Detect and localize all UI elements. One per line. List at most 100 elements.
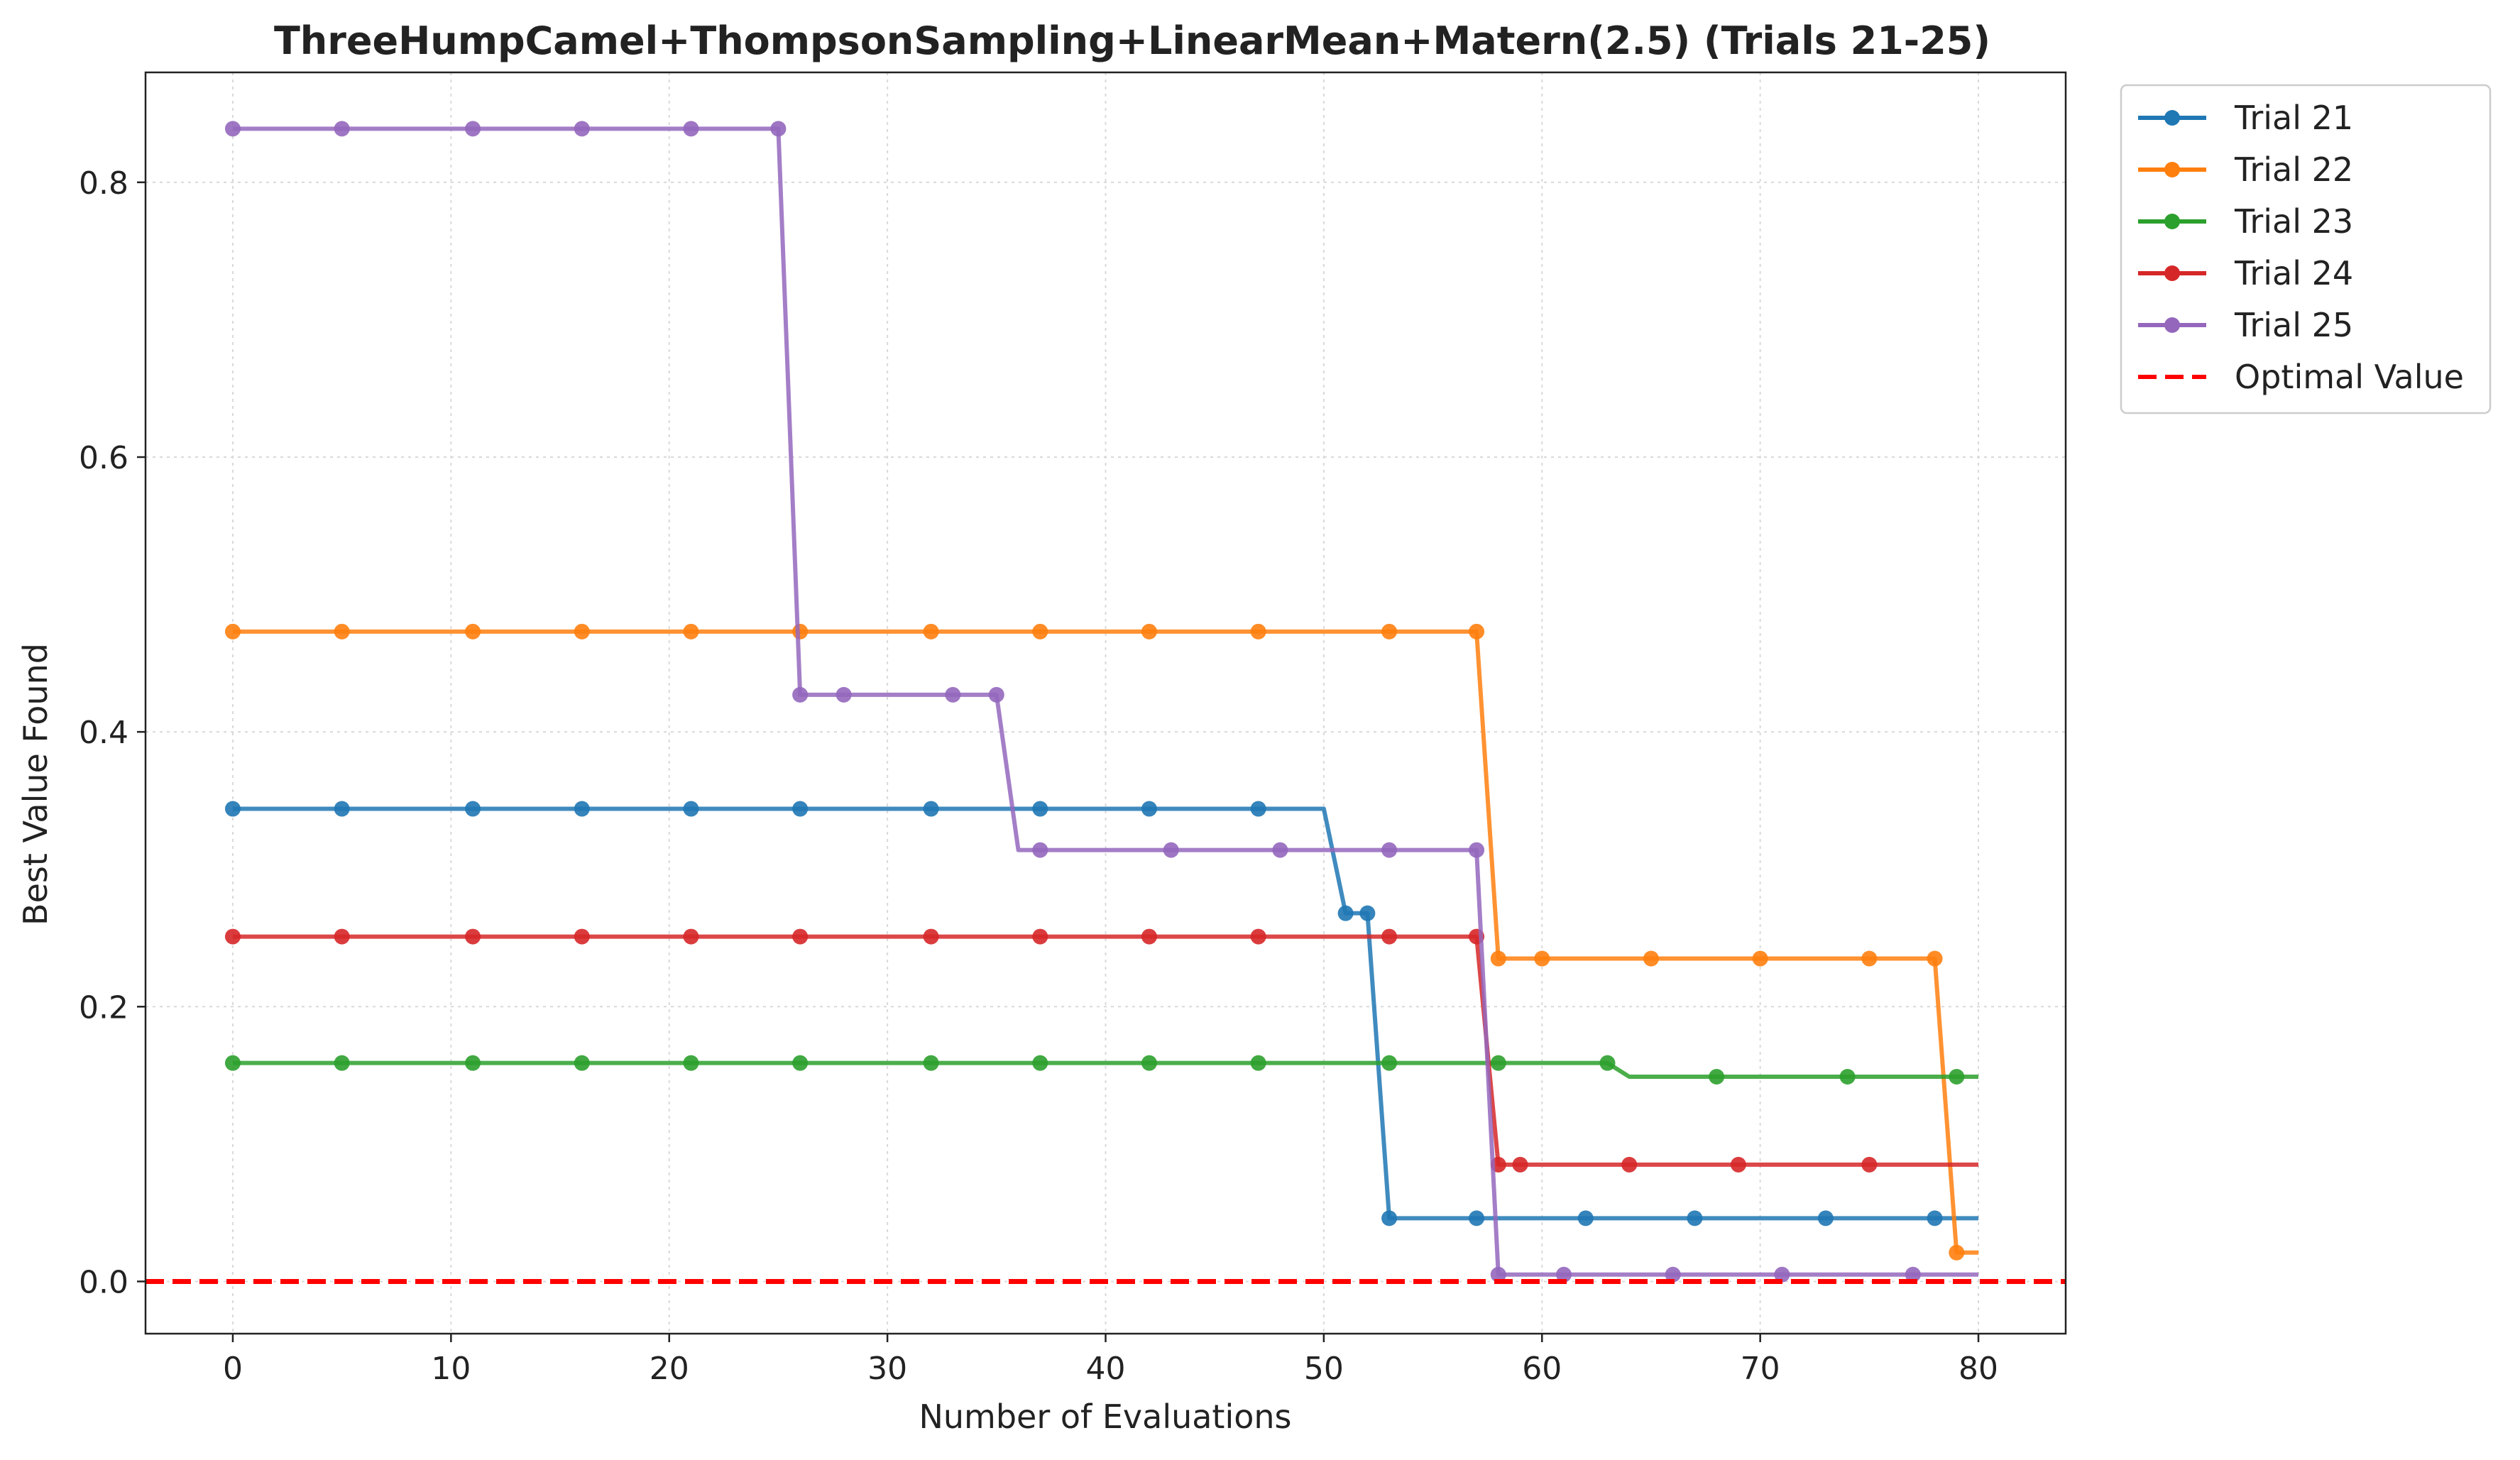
y-tick-label: 0.6 bbox=[79, 440, 128, 476]
data-point bbox=[465, 801, 481, 817]
data-point bbox=[1250, 623, 1266, 640]
data-point bbox=[1359, 905, 1376, 921]
data-point bbox=[465, 121, 481, 137]
data-point bbox=[574, 121, 590, 137]
data-point bbox=[334, 801, 350, 817]
data-point bbox=[1665, 1266, 1681, 1283]
data-point bbox=[224, 801, 241, 817]
data-point bbox=[465, 623, 481, 640]
data-point bbox=[1752, 950, 1768, 967]
legend-item: Trial 21 bbox=[2138, 99, 2353, 137]
data-point bbox=[1643, 950, 1659, 967]
legend-label: Trial 21 bbox=[2234, 99, 2353, 137]
data-point bbox=[683, 928, 699, 945]
data-point bbox=[1817, 1210, 1834, 1226]
series-trial-22 bbox=[224, 623, 1979, 1261]
data-point bbox=[792, 1055, 809, 1071]
data-point bbox=[1141, 928, 1157, 945]
data-point bbox=[1599, 1055, 1616, 1071]
series-trial-21 bbox=[224, 801, 1979, 1226]
data-point bbox=[1709, 1069, 1725, 1085]
y-tick-label: 0.8 bbox=[79, 165, 128, 202]
data-point bbox=[1534, 950, 1550, 967]
legend: Trial 21 Trial 22 Trial 23 Trial 24 Trial 25… bbox=[2120, 84, 2492, 415]
legend-marker bbox=[2164, 265, 2180, 281]
x-tick-label: 60 bbox=[1522, 1351, 1562, 1387]
data-point bbox=[1032, 928, 1048, 945]
x-tick-label: 30 bbox=[867, 1351, 907, 1387]
legend-item: Trial 23 bbox=[2138, 202, 2353, 241]
series-line bbox=[232, 1060, 1979, 1080]
data-point bbox=[1927, 950, 1943, 967]
data-point bbox=[923, 1055, 939, 1071]
data-point bbox=[1905, 1266, 1921, 1283]
data-point bbox=[1381, 1210, 1398, 1226]
data-point bbox=[923, 801, 939, 817]
data-point bbox=[1032, 1055, 1048, 1071]
data-point bbox=[683, 1055, 699, 1071]
data-point bbox=[1032, 801, 1048, 817]
data-point bbox=[1774, 1266, 1790, 1283]
plot-area: 0 10 20 30 40 50 60 70 80 0.0 0.2 0.4 0.6 0.8 bbox=[79, 71, 2067, 1387]
legend-item: Trial 25 bbox=[2138, 306, 2353, 344]
data-point bbox=[574, 1055, 590, 1071]
data-point bbox=[224, 1055, 241, 1071]
data-point bbox=[1621, 1156, 1638, 1173]
data-point bbox=[1949, 1069, 1965, 1085]
data-point bbox=[334, 623, 350, 640]
legend-item: Trial 22 bbox=[2138, 150, 2353, 189]
data-point bbox=[770, 121, 787, 137]
data-point bbox=[1141, 1055, 1157, 1071]
data-point bbox=[1272, 842, 1288, 858]
data-point bbox=[574, 928, 590, 945]
data-point bbox=[1839, 1069, 1856, 1085]
data-point bbox=[792, 801, 809, 817]
x-tick-label: 40 bbox=[1086, 1351, 1126, 1387]
data-point bbox=[224, 623, 241, 640]
y-axis-ticks: 0.0 0.2 0.4 0.6 0.8 bbox=[79, 165, 146, 1300]
data-point bbox=[1141, 801, 1157, 817]
data-point bbox=[1512, 1156, 1528, 1173]
data-point bbox=[923, 623, 939, 640]
data-point bbox=[465, 928, 481, 945]
legend-label: Trial 22 bbox=[2234, 150, 2353, 189]
series-trial-25 bbox=[224, 121, 1979, 1283]
series-line bbox=[232, 126, 1979, 1277]
y-tick-label: 0.2 bbox=[79, 989, 128, 1026]
data-point bbox=[1250, 928, 1266, 945]
data-point bbox=[1490, 1266, 1506, 1283]
data-point bbox=[1032, 623, 1048, 640]
data-point bbox=[1687, 1210, 1703, 1226]
data-point bbox=[1381, 623, 1398, 640]
data-point bbox=[1250, 1055, 1266, 1071]
data-point bbox=[1861, 950, 1878, 967]
data-point bbox=[334, 1055, 350, 1071]
data-point bbox=[1381, 928, 1398, 945]
data-point bbox=[792, 623, 809, 640]
x-tick-label: 0 bbox=[223, 1351, 243, 1387]
legend-item: Trial 24 bbox=[2138, 254, 2353, 292]
legend-box bbox=[2120, 84, 2492, 415]
legend-label: Trial 24 bbox=[2234, 254, 2353, 292]
data-point bbox=[574, 623, 590, 640]
data-point bbox=[1469, 1210, 1485, 1226]
data-point bbox=[1141, 623, 1157, 640]
chart-title: ThreeHumpCamel+ThompsonSampling+LinearMe… bbox=[274, 18, 1990, 63]
data-point bbox=[465, 1055, 481, 1071]
legend-marker bbox=[2164, 317, 2180, 333]
y-tick-label: 0.4 bbox=[79, 715, 128, 751]
data-point bbox=[1556, 1266, 1572, 1283]
data-point bbox=[1861, 1156, 1878, 1173]
data-point bbox=[1163, 842, 1179, 858]
data-point bbox=[683, 623, 699, 640]
data-point bbox=[1577, 1210, 1594, 1226]
legend-marker bbox=[2164, 110, 2180, 126]
data-point bbox=[1730, 1156, 1746, 1173]
data-point bbox=[224, 121, 241, 137]
data-point bbox=[1927, 1210, 1943, 1226]
data-point bbox=[1949, 1244, 1965, 1261]
data-point bbox=[1469, 842, 1485, 858]
series-trial-23 bbox=[224, 1055, 1979, 1085]
data-point bbox=[1469, 623, 1485, 640]
